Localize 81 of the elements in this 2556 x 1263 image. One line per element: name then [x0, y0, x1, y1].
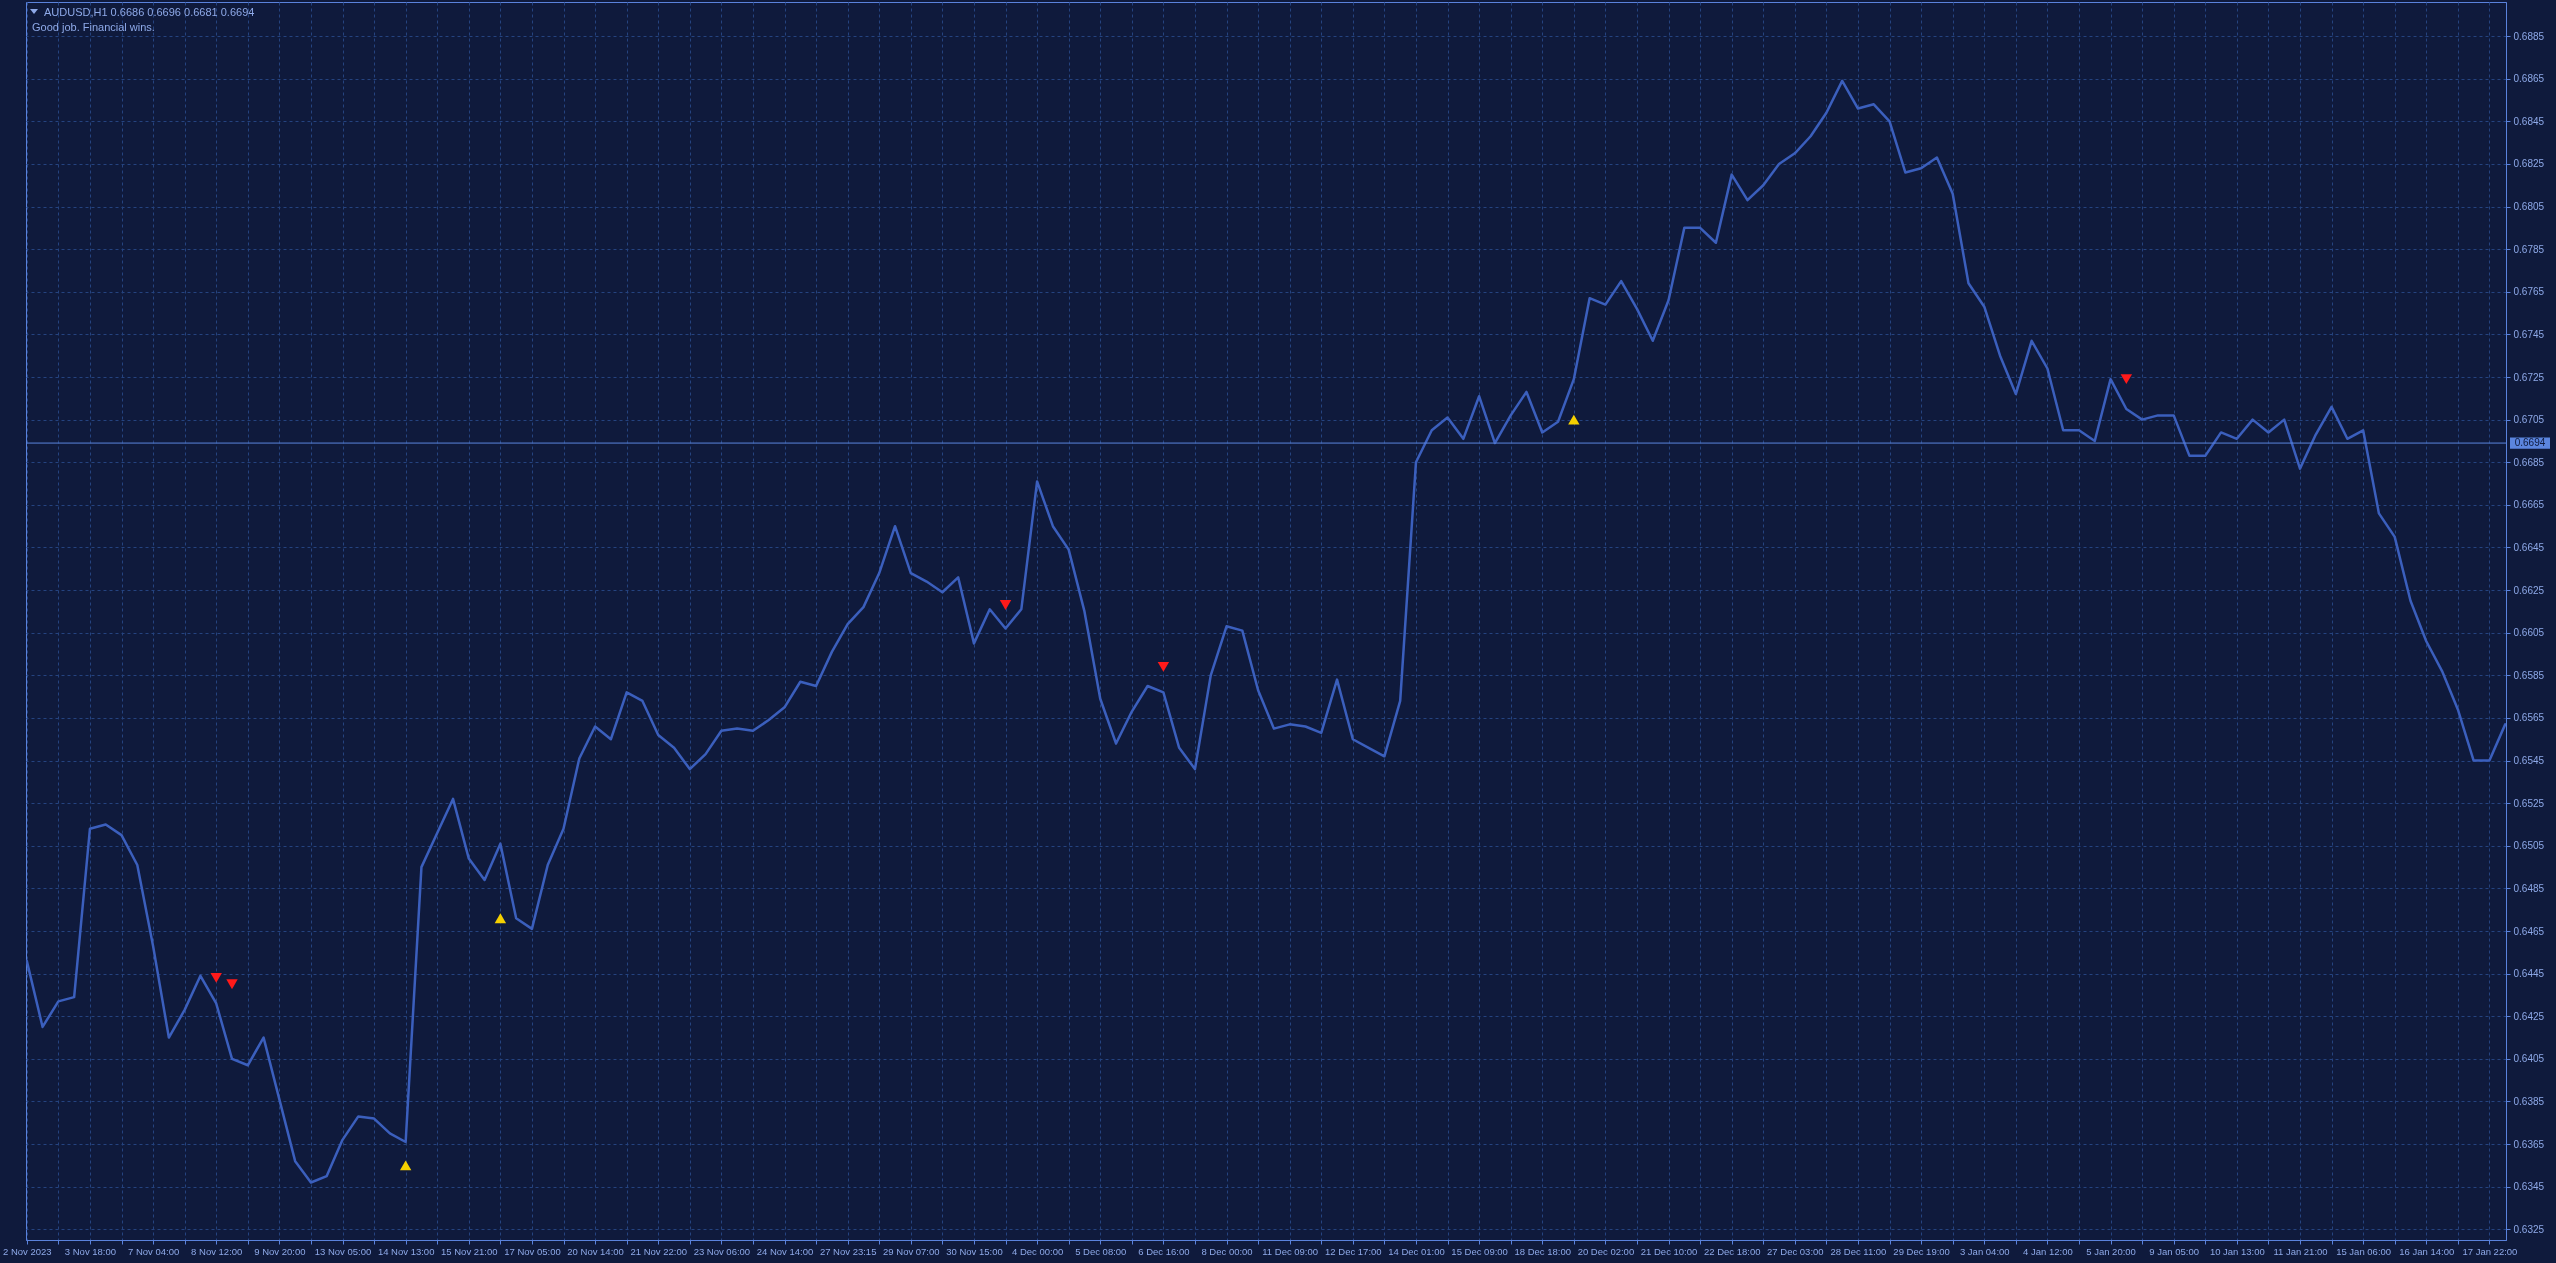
x-tick-label: 17 Nov 05:00 — [504, 1245, 561, 1257]
y-tick-label: 0.6845 — [2513, 115, 2545, 127]
x-tick-label: 6 Dec 16:00 — [1138, 1245, 1190, 1257]
y-tick-label: 0.6425 — [2513, 1010, 2545, 1022]
x-tick-label: 13 Nov 05:00 — [314, 1245, 372, 1257]
x-tick-label: 12 Dec 17:00 — [1325, 1245, 1382, 1257]
x-tick-label: 4 Dec 00:00 — [1011, 1245, 1064, 1257]
x-tick-label: 9 Nov 20:00 — [254, 1245, 306, 1257]
x-tick-label: 29 Dec 19:00 — [1893, 1245, 1950, 1257]
x-tick-label: 30 Nov 15:00 — [946, 1245, 1003, 1257]
y-tick-label: 0.6785 — [2513, 243, 2545, 255]
x-tick-label: 14 Nov 13:00 — [377, 1245, 435, 1257]
point — [999, 600, 1012, 610]
x-tick-label: 15 Dec 09:00 — [1451, 1245, 1508, 1257]
point — [1568, 414, 1580, 425]
x-tick-label: 11 Dec 09:00 — [1262, 1245, 1319, 1257]
x-tick-label: 4 Jan 12:00 — [2023, 1245, 2073, 1257]
x-tick-label: 3 Jan 04:00 — [1959, 1245, 2010, 1257]
y-tick-label: 0.6565 — [2513, 712, 2545, 724]
y-tick-label: 0.6665 — [2513, 499, 2545, 511]
y-tick-label: 0.6405 — [2513, 1053, 2545, 1065]
y-tick-label: 0.6645 — [2513, 541, 2545, 553]
y-tick-label: 0.6685 — [2513, 456, 2545, 468]
x-tick-label: 28 Dec 11:00 — [1830, 1245, 1887, 1257]
x-tick-label: 27 Dec 03:00 — [1767, 1245, 1824, 1257]
y-tick-label: 0.6625 — [2513, 584, 2545, 596]
y-tick-label: 0.6545 — [2513, 755, 2545, 767]
point — [494, 913, 507, 924]
x-tick-label: 15 Jan 06:00 — [2336, 1245, 2392, 1257]
x-tick-label: 29 Nov 07:00 — [883, 1245, 940, 1257]
x-tick-label: 8 Dec 00:00 — [1201, 1245, 1253, 1257]
line-series — [26, 79, 2506, 1184]
y-tick-label: 0.6725 — [2513, 371, 2545, 383]
point — [210, 972, 222, 983]
x-tick-label: 11 Jan 21:00 — [2273, 1245, 2328, 1257]
y-tick-label: 0.6505 — [2513, 840, 2545, 852]
x-tick-label: 20 Nov 14:00 — [567, 1245, 624, 1257]
x-tick-label: 5 Dec 08:00 — [1075, 1245, 1127, 1257]
x-tick-label: 27 Nov 23:15 — [819, 1245, 877, 1257]
x-tick-label: 5 Jan 20:00 — [2086, 1245, 2136, 1257]
point — [1157, 661, 1170, 672]
y-tick-label: 0.6385 — [2513, 1096, 2545, 1107]
ref-line-label: 0.6694 — [2514, 437, 2546, 449]
point — [399, 1160, 412, 1171]
x-tick-label: 9 Jan 05:00 — [2149, 1245, 2200, 1257]
y-tick-label: 0.6885 — [2513, 30, 2545, 42]
x-tick-label: 18 Dec 18:00 — [1514, 1245, 1572, 1257]
x-tick-label: 14 Dec 01:00 — [1388, 1245, 1445, 1257]
text: Good job. Financial wins. — [32, 21, 155, 33]
x-tick-label: 7 Nov 04:00 — [127, 1245, 180, 1257]
point — [2120, 374, 2133, 385]
y-tick-label: 0.6465 — [2513, 925, 2545, 937]
y-tick-label: 0.6345 — [2513, 1181, 2545, 1193]
y-tick-label: 0.6445 — [2513, 968, 2545, 980]
y-tick-label: 0.6585 — [2513, 669, 2545, 681]
x-tick-label: 22 Dec 18:00 — [1703, 1245, 1761, 1257]
y-tick-label: 0.6825 — [2513, 158, 2545, 170]
chart-title: AUDUSD,H1 0.6686 0.6696 0.6681 0.6694 — [44, 6, 255, 18]
x-tick-label: 2 Nov 2023 — [2, 1245, 52, 1257]
x-tick-label: 20 Dec 02:00 — [1577, 1245, 1635, 1257]
y-tick-label: 0.6805 — [2513, 201, 2545, 213]
x-tick-label: 16 Jan 14:00 — [2399, 1245, 2455, 1257]
y-tick-label: 0.6745 — [2513, 328, 2545, 340]
x-tick-label: 24 Nov 14:00 — [756, 1245, 814, 1257]
x-tick-label: 8 Nov 12:00 — [191, 1245, 243, 1257]
x-tick-label: 3 Nov 18:00 — [64, 1245, 117, 1257]
x-tick-label: 21 Dec 10:00 — [1640, 1245, 1698, 1257]
y-tick-label: 0.6865 — [2513, 73, 2545, 85]
x-tick-label: 15 Nov 21:00 — [441, 1245, 498, 1257]
y-tick-label: 0.6605 — [2513, 627, 2545, 639]
y-tick-label: 0.6705 — [2513, 414, 2545, 426]
y-tick-label: 0.6365 — [2513, 1138, 2545, 1150]
y-tick-label: 0.6525 — [2513, 797, 2545, 809]
x-tick-label: 10 Jan 13:00 — [2209, 1245, 2265, 1257]
x-tick-label: 21 Nov 22:00 — [630, 1245, 687, 1257]
point — [226, 979, 238, 990]
x-tick-label: 23 Nov 06:00 — [693, 1245, 751, 1257]
y-tick-label: 0.6325 — [2513, 1223, 2545, 1235]
y-tick-label: 0.6765 — [2513, 286, 2545, 298]
x-tick-label: 17 Jan 22:00 — [2462, 1245, 2518, 1257]
y-tick-label: 0.6485 — [2513, 882, 2545, 894]
